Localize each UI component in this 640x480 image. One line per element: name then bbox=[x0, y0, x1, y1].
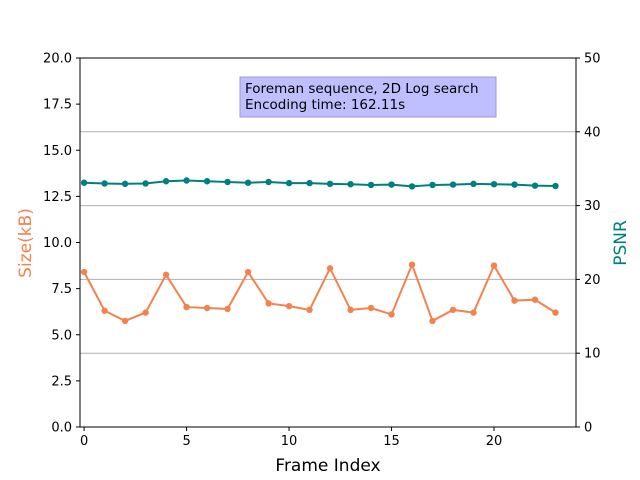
x-tick-label: 5 bbox=[182, 434, 190, 449]
size-point bbox=[306, 306, 313, 314]
size-point bbox=[285, 302, 293, 310]
size-point bbox=[429, 317, 436, 325]
psnr-point bbox=[552, 182, 559, 190]
size-point bbox=[162, 271, 170, 278]
psnr-point bbox=[449, 181, 457, 188]
left-tick-label: 7.5 bbox=[51, 282, 72, 297]
psnr-point bbox=[183, 177, 190, 184]
psnr-point bbox=[285, 179, 293, 187]
psnr-point bbox=[244, 179, 252, 186]
right-tick-label: 30 bbox=[584, 199, 601, 214]
psnr-point bbox=[531, 182, 539, 189]
psnr-point bbox=[429, 181, 436, 189]
size-point bbox=[121, 317, 129, 325]
left-axis-ticks: 0.0 2.5 5.0 7.5 10.0 12.5 15.0 17.5 20.0 bbox=[43, 52, 80, 436]
psnr-point bbox=[306, 179, 313, 187]
size-point bbox=[408, 261, 416, 268]
left-tick-label: 15.0 bbox=[43, 144, 72, 159]
psnr-point bbox=[265, 178, 272, 186]
x-axis-title: Frame Index bbox=[275, 456, 380, 476]
psnr-point bbox=[80, 179, 88, 186]
left-tick-label: 12.5 bbox=[43, 190, 72, 205]
gridlines bbox=[80, 131, 576, 354]
size-point bbox=[80, 268, 88, 276]
size-point bbox=[511, 297, 518, 304]
size-point bbox=[183, 303, 190, 311]
left-axis-title: Size(kB) bbox=[16, 208, 36, 278]
psnr-point bbox=[367, 181, 375, 189]
size-point bbox=[552, 309, 559, 316]
left-tick-label: 5.0 bbox=[51, 328, 72, 343]
left-tick-label: 20.0 bbox=[43, 52, 72, 67]
psnr-point bbox=[224, 178, 231, 186]
size-point bbox=[531, 296, 539, 303]
x-tick-label: 0 bbox=[80, 434, 88, 449]
right-axis-title: PSNR bbox=[611, 220, 631, 266]
psnr-point bbox=[326, 180, 334, 188]
psnr-point bbox=[470, 180, 477, 188]
psnr-point bbox=[490, 180, 498, 188]
size-point bbox=[470, 309, 477, 316]
annotation-box: Foreman sequence, 2D Log search Encoding… bbox=[239, 76, 497, 118]
left-tick-label: 0.0 bbox=[51, 421, 72, 436]
size-point bbox=[224, 305, 231, 313]
x-tick-label: 10 bbox=[281, 434, 298, 449]
size-series-line bbox=[83, 261, 557, 323]
psnr-point bbox=[511, 181, 518, 188]
size-point bbox=[367, 304, 375, 312]
annotation-line-1: Foreman sequence, 2D Log search bbox=[245, 81, 479, 97]
left-tick-label: 2.5 bbox=[51, 374, 72, 389]
size-point bbox=[388, 311, 395, 318]
size-point bbox=[142, 309, 149, 316]
right-axis-ticks: 0 10 20 30 40 50 bbox=[576, 52, 601, 436]
psnr-point bbox=[388, 181, 395, 188]
psnr-point bbox=[101, 180, 108, 187]
annotation-background bbox=[239, 76, 497, 118]
size-point bbox=[265, 300, 272, 307]
psnr-point bbox=[121, 180, 129, 188]
right-tick-label: 50 bbox=[584, 52, 601, 67]
psnr-point bbox=[408, 183, 416, 190]
psnr-point bbox=[203, 178, 211, 185]
size-point bbox=[101, 307, 108, 314]
series-layer bbox=[80, 177, 559, 325]
annotation-line-2: Encoding time: 162.11s bbox=[245, 97, 405, 113]
psnr-point bbox=[347, 180, 354, 188]
size-point bbox=[347, 306, 354, 314]
left-tick-label: 17.5 bbox=[43, 98, 72, 113]
left-tick-label: 10.0 bbox=[43, 236, 72, 251]
size-point bbox=[326, 265, 334, 272]
psnr-point bbox=[142, 180, 149, 187]
x-axis-ticks: 0 5 10 15 20 bbox=[80, 427, 502, 449]
size-point bbox=[244, 268, 252, 276]
right-tick-label: 40 bbox=[584, 125, 601, 140]
psnr-series-line bbox=[84, 179, 556, 188]
right-tick-label: 20 bbox=[584, 273, 601, 288]
right-tick-label: 0 bbox=[584, 421, 592, 436]
x-tick-label: 15 bbox=[383, 434, 400, 449]
size-point bbox=[449, 306, 457, 314]
psnr-point bbox=[162, 178, 170, 185]
size-point bbox=[203, 304, 211, 312]
right-tick-label: 10 bbox=[584, 347, 601, 362]
size-point bbox=[490, 262, 498, 269]
x-tick-label: 20 bbox=[486, 434, 503, 449]
